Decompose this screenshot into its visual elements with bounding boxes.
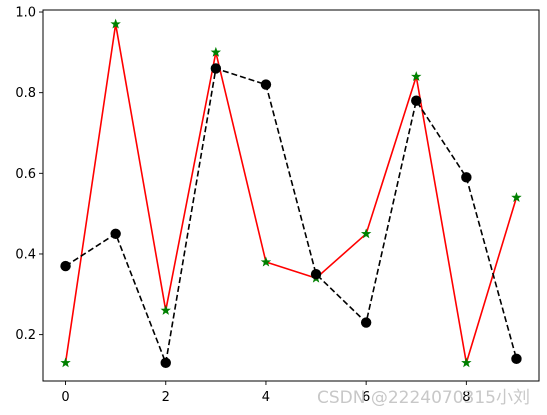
watermark: CSDN @2224070315小刘: [317, 388, 530, 408]
y-tick-label: 0.4: [15, 247, 36, 262]
series-1-point: [461, 357, 472, 368]
series-1-point: [360, 228, 372, 239]
series-1-point: [511, 192, 522, 202]
x-tick-label: 2: [162, 390, 170, 405]
series-2-point: [511, 353, 522, 365]
series-1-point: [210, 46, 222, 57]
series-1-point: [260, 256, 272, 267]
series-2-point: [160, 357, 171, 369]
series-1-point: [110, 18, 121, 29]
x-tick-label: 6: [362, 390, 370, 405]
series-2-point: [260, 79, 272, 90]
y-tick-label: 1.0: [15, 6, 36, 21]
series-layer: [60, 18, 522, 369]
y-tick-label: 0.6: [15, 167, 36, 182]
series-1: [60, 18, 522, 368]
series-1-point: [160, 304, 171, 315]
series-2-line: [65, 67, 518, 364]
series-1-point: [60, 357, 71, 368]
series-2-point: [60, 260, 71, 272]
y-tick-label: 0.2: [15, 328, 36, 343]
y-tick-label: 0.8: [15, 86, 36, 101]
axis-layer: 0 2 4 6 8 0.2 0.4 0.6 0.8 1.0: [15, 6, 470, 405]
series-2-point: [360, 317, 372, 328]
x-tick-label: 8: [462, 390, 470, 405]
x-tick-label: 0: [61, 390, 69, 405]
series-1-line: [64, 23, 518, 364]
x-tick-label: 4: [262, 390, 270, 405]
series-2-point: [461, 172, 472, 183]
series-1-point: [411, 71, 422, 81]
series-2: [60, 63, 522, 369]
series-2-point: [310, 268, 322, 280]
plot-area: [42, 9, 540, 382]
series-2-point: [210, 63, 222, 74]
series-2-point: [110, 228, 121, 240]
series-2-point: [411, 95, 422, 106]
